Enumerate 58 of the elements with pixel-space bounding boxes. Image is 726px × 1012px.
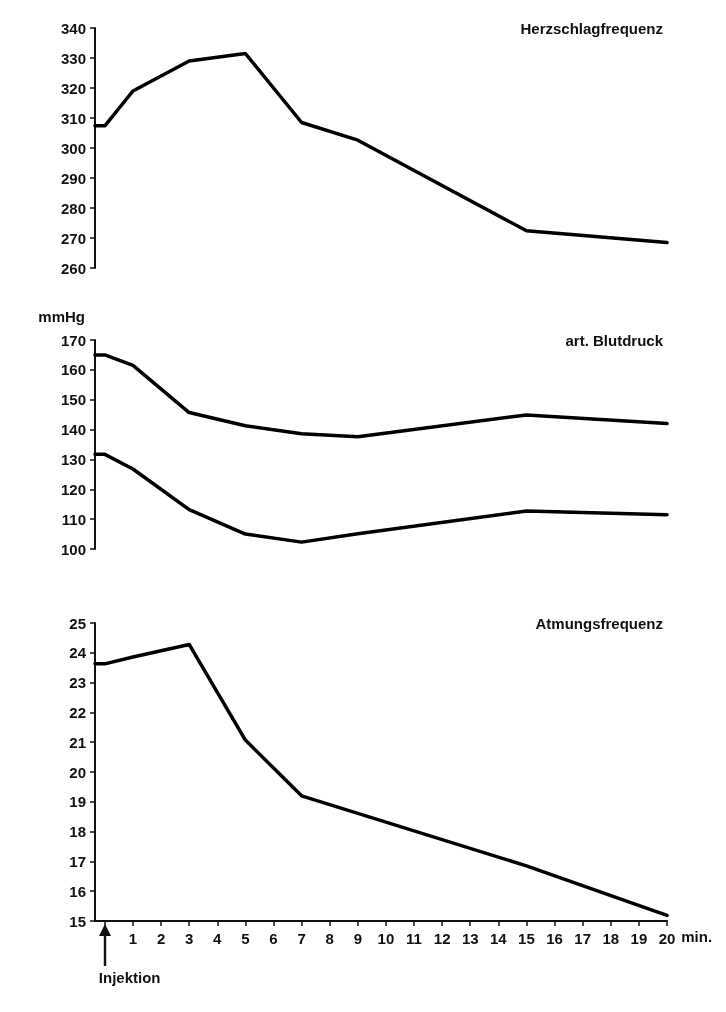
x-tick-label: 14 [490,930,508,947]
line-series [93,642,669,918]
y-tick-label: 25 [69,614,86,632]
y-tick-label: 23 [69,674,86,692]
x-tick-label: 13 [461,930,479,947]
y-tick-label: 21 [69,733,86,751]
y-tick-label: 260 [60,259,86,277]
y-tick-label: 140 [60,421,86,439]
y-tick-label: 160 [60,361,86,379]
y-axis-title: mmHg [38,308,85,325]
y-tick-label: 22 [69,703,86,721]
line-series [93,353,669,439]
x-tick-label: 19 [630,930,648,947]
y-tick-label: 100 [60,540,86,558]
chart-title: Herzschlagfrequenz [520,20,664,37]
y-tick-label: 110 [61,510,86,528]
y-tick-label: 290 [60,169,86,187]
y-tick-label: 16 [69,882,86,900]
x-tick-label: 10 [377,930,395,947]
x-tick-label: 3 [184,930,194,947]
x-tick-label: 6 [269,930,278,947]
y-tick-label: 15 [69,912,86,930]
line-series [93,452,669,544]
x-tick-label: 20 [658,930,676,947]
x-tick-label: 8 [325,930,334,947]
y-tick-label: 20 [69,763,86,781]
y-tick-label: 300 [60,139,86,157]
y-tick-label: 19 [69,793,86,811]
x-tick-label: 5 [241,930,250,947]
chart-title: art. Blutdruck [565,332,664,349]
y-tick-label: 150 [60,391,86,409]
x-tick-label: 18 [602,930,620,947]
x-tick-label: 11 [406,930,422,947]
line-series [93,51,669,245]
x-tick-label: 4 [213,930,223,947]
y-tick-label: 17 [69,852,86,870]
x-tick-label: 16 [546,930,563,947]
y-tick-label: 330 [60,49,86,67]
y-tick-label: 310 [60,109,86,127]
chart-title: Atmungsfrequenz [535,615,663,632]
y-tick-label: 120 [60,480,86,498]
x-tick-label: 15 [518,930,535,947]
x-tick-label: 9 [353,930,362,947]
x-tick-label: 12 [433,930,451,947]
x-tick-label: 1 [128,930,138,947]
y-tick-label: 320 [60,79,86,97]
x-tick-label: 2 [156,930,166,947]
y-tick-label: 130 [60,450,86,468]
y-tick-label: 170 [60,331,86,349]
y-tick-label: 18 [69,823,86,841]
y-tick-label: 270 [60,229,86,247]
text: Injektion [98,969,161,986]
y-tick-label: 24 [69,644,87,662]
x-tick-label: 17 [574,930,592,947]
x-axis-title: min. [681,928,713,945]
y-tick-label: 340 [60,19,86,37]
x-tick-label: 7 [297,930,306,947]
y-tick-label: 280 [60,199,86,217]
